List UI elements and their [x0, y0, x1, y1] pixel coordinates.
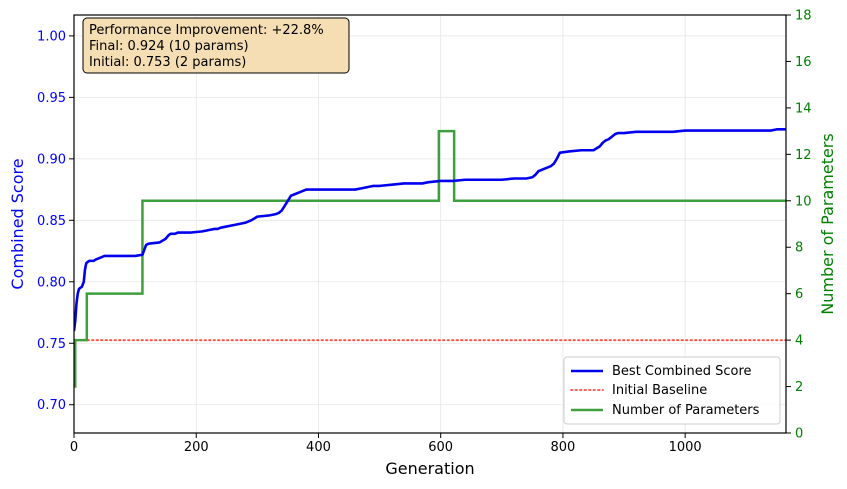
y-right-tick-label: 2: [795, 380, 803, 395]
series-layer: [74, 128, 786, 388]
y-left-axis-label: Combined Score: [8, 158, 27, 289]
annotation-line: Final: 0.924 (10 params): [89, 39, 249, 54]
grid: [73, 15, 786, 433]
x-axis-label: Generation: [385, 459, 474, 478]
y-left-tick-label: 0.75: [37, 337, 66, 352]
y-left-tick-label: 0.70: [37, 398, 66, 413]
x-axis: 0 200 400 600 800 1000: [70, 433, 702, 455]
annotation-box: Performance Improvement: +22.8% Final: 0…: [82, 17, 350, 74]
plot-frame: [73, 14, 787, 434]
y-left-tick-label: 0.90: [37, 152, 66, 167]
y-right-axis: 0 2 4 6 8 10 12 14 16 18: [786, 9, 812, 442]
y-left-tick-label: 0.80: [37, 275, 66, 290]
legend-background: [563, 356, 781, 425]
y-right-tick-label: 4: [795, 334, 803, 349]
y-right-tick-label: 12: [795, 148, 812, 163]
legend-label: Initial Baseline: [612, 383, 707, 398]
legend-label: Number of Parameters: [612, 403, 760, 418]
legend: Best Combined Score Initial Baseline Num…: [563, 356, 781, 425]
annotation-line: Performance Improvement: +22.8%: [89, 23, 324, 38]
x-tick-label: 1000: [669, 440, 702, 455]
annotation-background: [82, 17, 350, 74]
x-tick-label: 800: [551, 440, 576, 455]
y-right-tick-label: 18: [795, 9, 812, 24]
annotation-line: Initial: 0.753 (2 params): [89, 55, 246, 70]
y-right-tick-label: 6: [795, 287, 803, 302]
y-left-tick-label: 0.95: [37, 91, 66, 106]
x-tick-label: 600: [428, 440, 453, 455]
score-line: [74, 128, 786, 332]
y-left-tick-label: 1.00: [37, 29, 66, 44]
parameters-line: [74, 129, 786, 388]
x-tick-label: 400: [306, 440, 331, 455]
y-right-tick-label: 14: [795, 101, 812, 116]
legend-label: Best Combined Score: [612, 364, 752, 379]
y-right-tick-label: 8: [795, 241, 803, 256]
y-right-axis-label: Number of Parameters: [818, 133, 837, 314]
y-right-tick-label: 10: [795, 194, 812, 209]
y-left-axis: 0.70 0.75 0.80 0.85 0.90 0.95 1.00: [37, 29, 74, 413]
y-left-tick-label: 0.85: [37, 214, 66, 229]
x-tick-label: 0: [70, 440, 78, 455]
y-right-tick-label: 16: [795, 55, 812, 70]
y-right-tick-label: 0: [795, 427, 803, 442]
x-tick-label: 200: [184, 440, 209, 455]
